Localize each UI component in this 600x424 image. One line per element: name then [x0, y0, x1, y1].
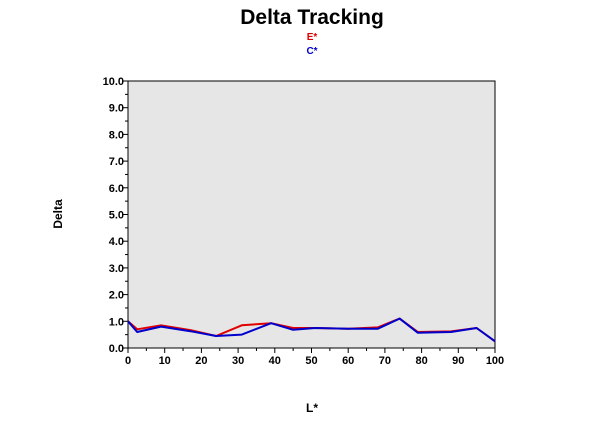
x-tick-label: 20: [195, 355, 207, 367]
y-tick-label: 9.0: [109, 103, 124, 115]
x-tick-label: 0: [125, 355, 131, 367]
y-tick-label: 3.0: [109, 263, 124, 275]
x-tick-label: 60: [342, 355, 354, 367]
series-lines: [127, 317, 496, 343]
x-tick-label: 80: [415, 355, 427, 367]
x-tick-label: 70: [379, 355, 391, 367]
x-tick-label: 30: [232, 355, 244, 367]
y-tick-label: 2.0: [109, 290, 124, 302]
y-tick-label: 4.0: [109, 236, 124, 248]
x-axis: 0 10 20 30 40 50 60 70 80 90 100: [125, 348, 504, 367]
x-tick-label: 10: [159, 355, 171, 367]
y-tick-label: 7.0: [109, 156, 124, 168]
x-axis-label: L*: [306, 401, 318, 415]
y-tick-label: 10.0: [103, 76, 124, 88]
y-tick-label: 8.0: [109, 129, 124, 141]
x-tick-label: 40: [269, 355, 281, 367]
x-tick-label: 50: [305, 355, 317, 367]
plot-area: [127, 80, 496, 349]
y-axis-label: Delta: [51, 199, 65, 229]
x-tick-label: 100: [486, 355, 504, 367]
y-tick-label: 6.0: [109, 183, 124, 195]
x-tick-label: 90: [452, 355, 464, 367]
y-tick-label: 5.0: [109, 210, 124, 222]
chart-title: Delta Tracking: [240, 6, 384, 29]
legend-entry-e: E*: [307, 32, 318, 43]
series-line-c: [127, 317, 496, 343]
y-axis: 0.0 1.0 2.0 3.0 4.0 5.0 6.0 7.0 8.0 9.0 10.0: [103, 76, 128, 355]
y-tick-label: 1.0: [109, 316, 124, 328]
y-tick-label: 0.0: [109, 343, 124, 355]
legend-entry-c: C*: [306, 46, 317, 57]
